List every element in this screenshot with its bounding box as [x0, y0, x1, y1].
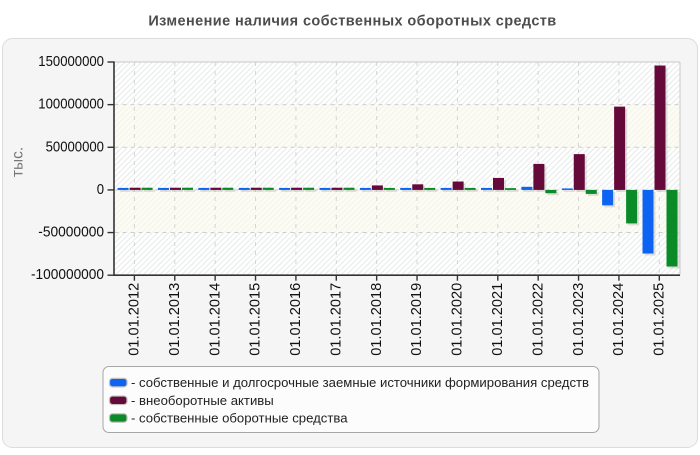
svg-text:01.01.2025: 01.01.2025: [651, 283, 668, 356]
svg-text:тыс.: тыс.: [10, 147, 27, 177]
svg-text:01.01.2020: 01.01.2020: [449, 283, 466, 356]
svg-text:- собственные оборотные средст: - собственные оборотные средства: [131, 411, 348, 426]
svg-text:01.01.2023: 01.01.2023: [570, 283, 587, 356]
svg-text:01.01.2024: 01.01.2024: [610, 283, 627, 356]
svg-text:Изменение наличия собственных: Изменение наличия собственных оборотных …: [148, 14, 556, 30]
svg-text:0: 0: [97, 181, 104, 198]
svg-text:01.01.2018: 01.01.2018: [368, 283, 385, 356]
svg-text:01.01.2015: 01.01.2015: [247, 283, 264, 356]
svg-text:01.01.2022: 01.01.2022: [529, 283, 546, 356]
svg-text:01.01.2017: 01.01.2017: [327, 283, 344, 356]
svg-text:100000000: 100000000: [38, 96, 104, 113]
svg-text:50000000: 50000000: [46, 138, 104, 155]
svg-text:150000000: 150000000: [38, 53, 104, 70]
svg-text:01.01.2014: 01.01.2014: [206, 283, 223, 356]
svg-text:01.01.2012: 01.01.2012: [126, 283, 143, 356]
svg-text:- внеоборотные активы: - внеоборотные активы: [131, 393, 274, 408]
svg-text:01.01.2013: 01.01.2013: [166, 283, 183, 356]
svg-text:-50000000: -50000000: [38, 224, 104, 241]
svg-text:01.01.2019: 01.01.2019: [408, 283, 425, 356]
svg-text:01.01.2021: 01.01.2021: [489, 283, 506, 356]
svg-text:01.01.2016: 01.01.2016: [287, 283, 304, 356]
svg-text:- собственные и долгосрочные з: - собственные и долгосрочные заемные ист…: [131, 375, 589, 390]
svg-text:-100000000: -100000000: [31, 266, 104, 283]
